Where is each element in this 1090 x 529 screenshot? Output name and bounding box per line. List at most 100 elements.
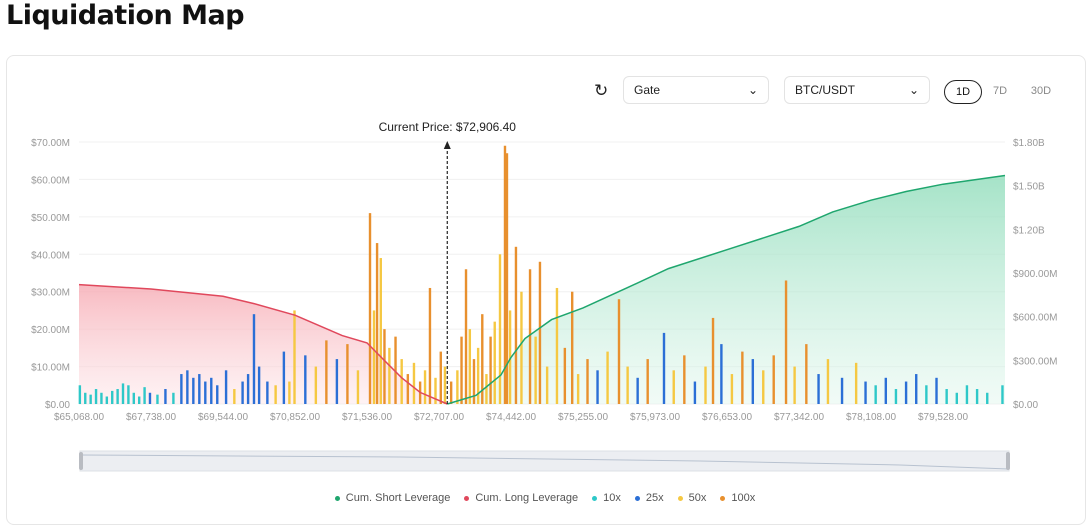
bar-100x: [646, 359, 649, 404]
bar-100x: [460, 336, 463, 404]
bar-25x: [693, 381, 697, 404]
bar-25x: [751, 359, 755, 404]
y-right-tick-label: $1.20B: [1013, 225, 1045, 236]
bar-50x: [498, 254, 502, 404]
y-right-tick-label: $0.00: [1013, 400, 1038, 411]
bar-25x: [720, 344, 723, 404]
bar-100x: [617, 299, 621, 404]
x-tick-label: $69,544.00: [198, 412, 248, 423]
bar-25x: [304, 355, 307, 404]
bar-50x: [520, 291, 523, 404]
period-1d[interactable]: 1D: [944, 80, 982, 104]
bar-10x: [965, 385, 969, 404]
period-7d[interactable]: 7D: [992, 85, 1008, 97]
legend-dot-icon: [464, 495, 470, 501]
bar-50x: [356, 370, 360, 404]
legend-label: 100x: [731, 492, 756, 504]
zoom-slider[interactable]: [79, 450, 1010, 472]
x-tick-label: $72,707.00: [414, 412, 464, 423]
current-price-marker: Current Price: $72,906.40: [379, 120, 516, 404]
legend-item[interactable]: 10x: [592, 492, 621, 504]
bar-25x: [224, 370, 228, 404]
legend-dot-icon: [334, 495, 340, 501]
exchange-select[interactable]: Gate ⌄: [623, 76, 769, 104]
y-right-tick-label: $1.50B: [1013, 182, 1045, 193]
bar-50x: [508, 310, 512, 404]
x-tick-label: $77,342.00: [774, 412, 824, 423]
bar-100x: [784, 280, 788, 404]
bar-50x: [372, 310, 376, 404]
x-tick-label: $78,108.00: [846, 412, 896, 423]
x-tick-label: $71,536.00: [342, 412, 392, 423]
bar-50x: [233, 389, 236, 404]
bar-100x: [481, 314, 484, 404]
bar-50x: [606, 351, 609, 404]
bar-50x: [274, 385, 277, 404]
y-left-tick-label: $60.00M: [31, 175, 70, 186]
bar-50x: [534, 336, 537, 404]
bar-50x: [493, 321, 496, 404]
bar-10x: [1001, 385, 1004, 404]
legend-label: Cum. Long Leverage: [475, 492, 579, 504]
x-tick-label: $74,442.00: [486, 412, 536, 423]
legend-dot-icon: [592, 495, 598, 501]
bar-10x: [116, 389, 119, 404]
bar-100x: [805, 344, 808, 404]
legend-item[interactable]: Cum. Long Leverage: [464, 492, 578, 504]
bar-25x: [198, 374, 201, 404]
y-right-tick-label: $300.00M: [1013, 356, 1057, 367]
slider-handle-left[interactable]: [79, 452, 83, 470]
period-30d[interactable]: 30D: [1030, 85, 1052, 97]
exchange-value: Gate: [634, 83, 661, 97]
bar-25x: [210, 377, 213, 404]
bar-50x: [434, 377, 437, 404]
bar-10x: [986, 392, 989, 404]
bar-25x: [148, 392, 152, 404]
bar-25x: [935, 377, 938, 404]
bar-25x: [884, 377, 888, 404]
bar-10x: [121, 383, 125, 404]
x-tick-label: $75,255.00: [558, 412, 608, 423]
bar-25x: [252, 314, 256, 404]
bar-100x: [464, 269, 468, 404]
bar-100x: [503, 145, 507, 404]
slider-track[interactable]: [79, 450, 1010, 472]
legend-item[interactable]: 25x: [634, 492, 664, 504]
bar-100x: [439, 351, 442, 404]
chart-card: [6, 55, 1086, 525]
bar-100x: [563, 347, 567, 404]
legend-dot-icon: [634, 495, 640, 501]
legend-dot-icon: [720, 495, 726, 501]
bar-25x: [904, 381, 908, 404]
bar-25x: [241, 381, 244, 404]
bar-25x: [335, 359, 339, 404]
bar-100x: [586, 359, 589, 404]
bar-50x: [476, 347, 480, 404]
y-left-tick-label: $0.00: [45, 400, 70, 411]
bar-10x: [172, 392, 175, 404]
slider-handle-right[interactable]: [1006, 452, 1010, 470]
refresh-icon[interactable]: ↻: [594, 81, 609, 100]
legend-item[interactable]: Cum. Short Leverage: [334, 492, 450, 504]
bar-10x: [100, 392, 103, 404]
legend-dot-icon: [677, 495, 683, 501]
x-tick-label: $65,068.00: [54, 412, 104, 423]
bar-50x: [456, 370, 459, 404]
bar-10x: [137, 396, 141, 404]
legend-item[interactable]: 50x: [677, 492, 706, 504]
y-left-tick-label: $30.00M: [31, 288, 70, 299]
legend-item[interactable]: 100x: [720, 492, 755, 504]
bar-100x: [772, 355, 775, 404]
bar-50x: [379, 258, 382, 404]
bar-100x: [428, 287, 432, 404]
bar-100x: [570, 291, 574, 404]
y-left-tick-label: $20.00M: [31, 325, 70, 336]
bar-10x: [874, 385, 877, 404]
bar-25x: [282, 351, 286, 404]
pair-select[interactable]: BTC/USDT ⌄: [784, 76, 930, 104]
bar-10x: [78, 385, 82, 404]
bar-100x: [394, 336, 397, 404]
bar-50x: [672, 370, 675, 404]
bar-10x: [945, 389, 948, 404]
bar-100x: [406, 374, 410, 404]
